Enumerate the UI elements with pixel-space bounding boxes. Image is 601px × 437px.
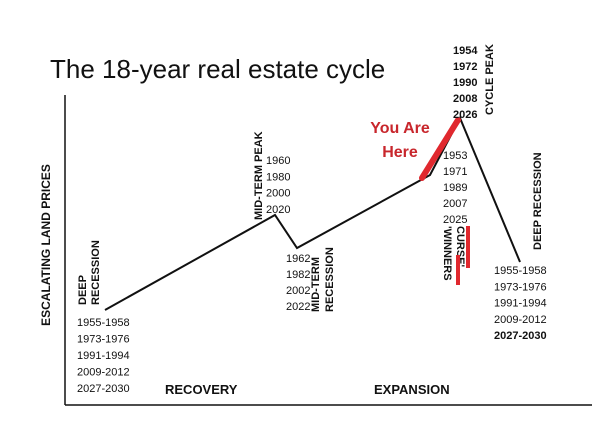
you-are-here: You Are [370, 120, 430, 137]
label: 'WINNERS [441, 226, 453, 281]
year-label: 2008 [453, 93, 477, 105]
year-label: 2026 [453, 109, 477, 121]
year-label: 2020 [266, 204, 290, 216]
year-label: 1980 [266, 171, 290, 183]
y-axis-label: ESCALATING LAND PRICES [39, 164, 53, 326]
label: DEEP RECESSION [532, 152, 544, 250]
year-label: 1971 [443, 166, 467, 178]
year-label: 2009-2012 [77, 367, 130, 379]
underline [466, 226, 470, 268]
underline [456, 255, 460, 285]
title: The 18-year real estate cycle [50, 54, 385, 84]
year-label: 2022 [286, 301, 310, 313]
year-label: 2000 [266, 188, 290, 200]
year-label: 2027-2030 [494, 330, 547, 342]
you-are-here: Here [382, 144, 418, 161]
year-label: 2007 [443, 198, 467, 210]
label: MID-TERM [310, 257, 322, 312]
label: RECESSION [324, 247, 336, 312]
phase: RECOVERY [165, 382, 238, 397]
year-label: 1991-1994 [494, 298, 547, 310]
year-label: 1990 [453, 77, 477, 89]
year-label: 1962 [286, 253, 310, 265]
cycle-line [104, 115, 521, 311]
label: DEEP [77, 275, 89, 305]
year-label: 2002 [286, 285, 310, 297]
year-label: 1991-1994 [77, 350, 130, 362]
highlight [419, 117, 461, 181]
label: CYCLE PEAK [484, 44, 496, 115]
year-label: 1973-1976 [77, 334, 130, 346]
year-label: 1972 [453, 61, 477, 73]
year-label: 1973-1976 [494, 281, 547, 293]
year-label: 1953 [443, 150, 467, 162]
year-label: 1960 [266, 155, 290, 167]
year-label: 2027-2030 [77, 383, 130, 395]
year-label: 1982 [286, 269, 310, 281]
label: MID-TERM PEAK [253, 131, 265, 220]
year-label: 1955-1958 [494, 265, 547, 277]
label: RECESSION [90, 240, 102, 305]
year-label: 1955-1958 [77, 317, 130, 329]
year-label: 2009-2012 [494, 314, 547, 326]
year-label: 2025 [443, 214, 467, 226]
phase: EXPANSION [374, 382, 450, 397]
year-label: 1954 [453, 45, 478, 57]
year-label: 1989 [443, 182, 467, 194]
